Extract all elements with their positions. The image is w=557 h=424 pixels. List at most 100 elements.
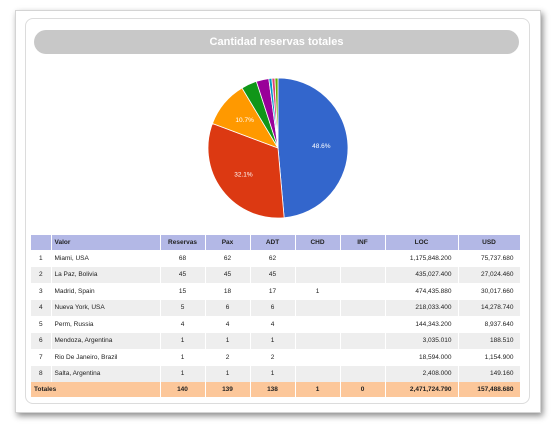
- table-row[interactable]: 8 Salta, Argentina 1 1 1 2,408.000 149.160: [31, 365, 521, 382]
- row-reservas: 5: [160, 299, 206, 316]
- totals-pax: 139: [205, 382, 251, 397]
- table-row[interactable]: 5 Perm, Russia 4 4 4 144,343.200 8,937.640: [31, 316, 521, 333]
- row-loc: 144,343.200: [385, 316, 459, 333]
- row-adt: 6: [250, 299, 296, 316]
- row-valor: Madrid, Spain: [51, 283, 161, 300]
- row-valor: Nueva York, USA: [51, 299, 161, 316]
- row-loc: 2,408.000: [385, 365, 459, 382]
- row-inf: [340, 283, 386, 300]
- reservations-table: Valor Reservas Pax ADT CHD INF LOC USD 1…: [31, 235, 521, 397]
- totals-inf: 0: [340, 382, 386, 397]
- row-valor: Mendoza, Argentina: [51, 332, 161, 349]
- row-index: 2: [31, 266, 52, 283]
- pie-slice[interactable]: [274, 77, 279, 149]
- row-adt: 62: [250, 250, 296, 267]
- row-reservas: 1: [160, 365, 206, 382]
- row-valor: Perm, Russia: [51, 316, 161, 333]
- row-valor: Salta, Argentina: [51, 365, 161, 382]
- pie-slice[interactable]: [277, 77, 349, 219]
- table-row[interactable]: 1 Miami, USA 68 62 62 1,175,848.200 75,737.680: [31, 250, 521, 267]
- header-loc[interactable]: LOC: [385, 235, 459, 250]
- row-pax: 1: [205, 332, 251, 349]
- table-row[interactable]: 2 La Paz, Bolivia 45 45 45 435,027.400 27,024.…: [31, 266, 521, 283]
- pie-chart: 48.6% 32.1% 10.7%: [207, 77, 349, 219]
- row-loc: 3,035.010: [385, 332, 459, 349]
- row-chd: [295, 332, 341, 349]
- row-inf: [340, 349, 386, 366]
- report-panel: Cantidad reservas totales 48.6% 32.1% 10.7…: [25, 18, 530, 404]
- row-index: 3: [31, 283, 52, 300]
- row-inf: [340, 365, 386, 382]
- row-adt: 45: [250, 266, 296, 283]
- row-usd: 149.160: [458, 365, 521, 382]
- header-chd[interactable]: CHD: [295, 235, 341, 250]
- totals-usd: 157,488.680: [458, 382, 521, 397]
- row-index: 4: [31, 299, 52, 316]
- row-pax: 1: [205, 365, 251, 382]
- header-usd[interactable]: USD: [458, 235, 521, 250]
- totals-loc: 2,471,724.790: [385, 382, 459, 397]
- row-adt: 1: [250, 332, 296, 349]
- row-reservas: 15: [160, 283, 206, 300]
- row-inf: [340, 332, 386, 349]
- row-reservas: 1: [160, 332, 206, 349]
- table-row[interactable]: 6 Mendoza, Argentina 1 1 1 3,035.010 188.510: [31, 332, 521, 349]
- row-reservas: 68: [160, 250, 206, 267]
- totals-chd: 1: [295, 382, 341, 397]
- row-chd: 1: [295, 283, 341, 300]
- row-usd: 188.510: [458, 332, 521, 349]
- header-inf[interactable]: INF: [340, 235, 386, 250]
- row-pax: 2: [205, 349, 251, 366]
- row-pax: 6: [205, 299, 251, 316]
- row-valor: Rio De Janeiro, Brazil: [51, 349, 161, 366]
- totals-label: Totales: [31, 382, 161, 397]
- row-loc: 18,594.000: [385, 349, 459, 366]
- row-index: 6: [31, 332, 52, 349]
- pie-slice-label: 48.6%: [312, 143, 331, 150]
- row-index: 7: [31, 349, 52, 366]
- pie-slice-label: 32.1%: [234, 171, 253, 178]
- pie-slice-label: 10.7%: [235, 117, 254, 124]
- row-pax: 62: [205, 250, 251, 267]
- table-row[interactable]: 3 Madrid, Spain 15 18 17 1 474,435.880 30,017.6…: [31, 283, 521, 300]
- row-pax: 18: [205, 283, 251, 300]
- table-header-row: Valor Reservas Pax ADT CHD INF LOC USD: [31, 235, 521, 250]
- row-valor: La Paz, Bolivia: [51, 266, 161, 283]
- row-usd: 14,278.740: [458, 299, 521, 316]
- row-chd: [295, 299, 341, 316]
- table-row[interactable]: 7 Rio De Janeiro, Brazil 1 2 2 18,594.000 1,15…: [31, 349, 521, 366]
- report-frame: Cantidad reservas totales 48.6% 32.1% 10.7…: [15, 10, 541, 413]
- row-valor: Miami, USA: [51, 250, 161, 267]
- row-index: 8: [31, 365, 52, 382]
- row-chd: [295, 365, 341, 382]
- row-loc: 474,435.880: [385, 283, 459, 300]
- row-inf: [340, 266, 386, 283]
- row-usd: 30,017.660: [458, 283, 521, 300]
- row-inf: [340, 316, 386, 333]
- pie-slice[interactable]: [207, 122, 285, 219]
- totals-adt: 138: [250, 382, 296, 397]
- row-loc: 218,033.400: [385, 299, 459, 316]
- header-reservas[interactable]: Reservas: [160, 235, 206, 250]
- row-chd: [295, 250, 341, 267]
- row-adt: 17: [250, 283, 296, 300]
- row-pax: 45: [205, 266, 251, 283]
- header-valor[interactable]: Valor: [51, 235, 161, 250]
- row-usd: 27,024.460: [458, 266, 521, 283]
- row-loc: 435,027.400: [385, 266, 459, 283]
- row-inf: [340, 250, 386, 267]
- header-adt[interactable]: ADT: [250, 235, 296, 250]
- totals-row: Totales 140 139 138 1 0 2,471,724.790 15…: [31, 382, 521, 397]
- totals-reservas: 140: [160, 382, 206, 397]
- chart-title: Cantidad reservas totales: [34, 30, 519, 54]
- row-pax: 4: [205, 316, 251, 333]
- row-loc: 1,175,848.200: [385, 250, 459, 267]
- header-pax[interactable]: Pax: [205, 235, 251, 250]
- row-usd: 1,154.900: [458, 349, 521, 366]
- row-adt: 2: [250, 349, 296, 366]
- row-reservas: 45: [160, 266, 206, 283]
- row-chd: [295, 316, 341, 333]
- row-reservas: 4: [160, 316, 206, 333]
- table-row[interactable]: 4 Nueva York, USA 5 6 6 218,033.400 14,278.740: [31, 299, 521, 316]
- row-adt: 4: [250, 316, 296, 333]
